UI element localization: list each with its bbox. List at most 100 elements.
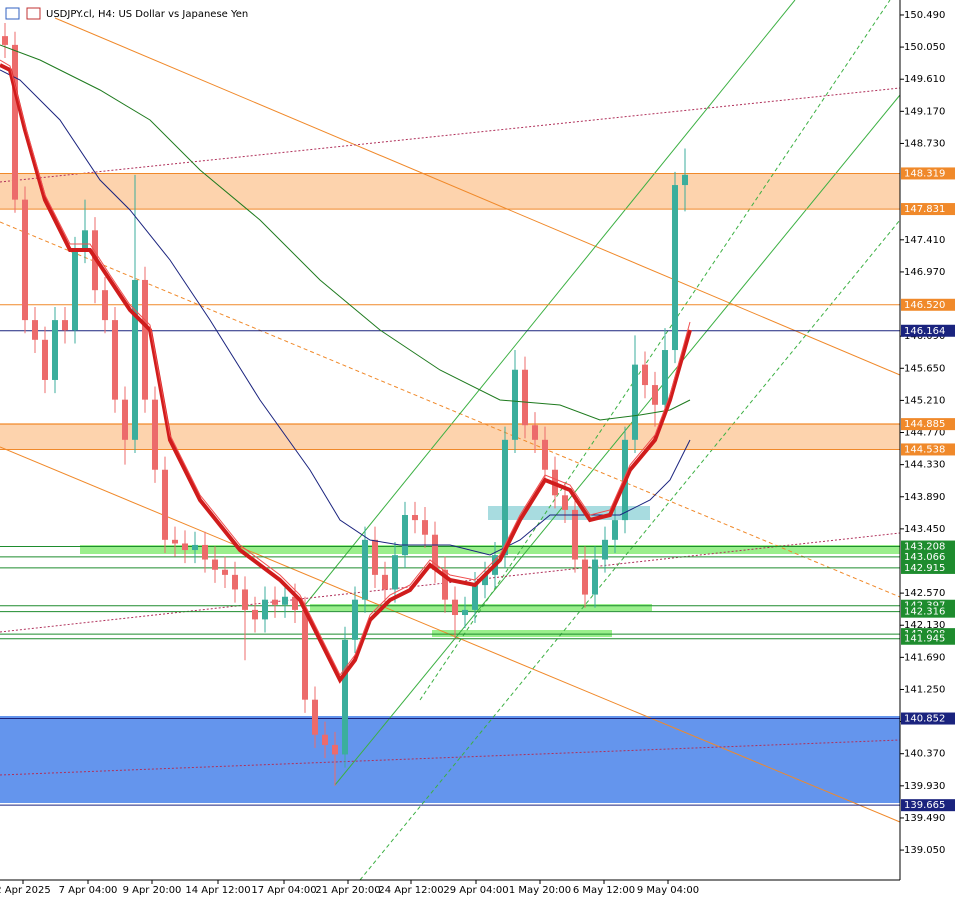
level-label: 143.066 (904, 552, 945, 563)
candle-body (362, 539, 368, 600)
candle-body (632, 364, 638, 440)
ma-slow (0, 44, 691, 421)
candle-body (582, 559, 588, 595)
candle-body (612, 520, 618, 540)
level-label: 143.208 (904, 542, 945, 553)
icon (26, 7, 41, 20)
candle-body (572, 509, 578, 560)
y-tick-label: 144.330 (904, 460, 945, 471)
level-label-box (901, 550, 955, 563)
candle-body (642, 364, 648, 386)
candle-body (412, 515, 418, 521)
level-label-box (901, 799, 955, 812)
candle-body (252, 609, 258, 620)
candle-body (542, 439, 548, 470)
candle-body (192, 544, 198, 551)
level-label-box (901, 540, 955, 553)
x-tick-label: 29 Apr 04:00 (443, 885, 508, 896)
level-label-box (901, 203, 955, 216)
candle-body (52, 320, 58, 380)
candle-body (342, 639, 348, 755)
candle-body (72, 250, 78, 331)
candle-body (372, 539, 378, 575)
candle-body (152, 399, 158, 470)
candle-body (42, 339, 48, 380)
support-zone (310, 604, 652, 611)
candle-body (652, 385, 658, 405)
y-tick-label: 147.410 (904, 235, 945, 246)
channel-line (334, 94, 901, 786)
level-label: 144.538 (904, 444, 945, 455)
x-tick-label: 17 Apr 04:00 (251, 885, 316, 896)
level-label: 139.665 (904, 800, 945, 811)
candle-body (672, 185, 678, 351)
candle-body (132, 279, 138, 440)
trend-line (0, 532, 901, 633)
candle-body (472, 585, 478, 610)
channel-line (304, 0, 796, 606)
y-tick-label: 142.570 (904, 588, 945, 599)
candle-body (102, 290, 108, 321)
y-tick-label: 143.890 (904, 492, 945, 503)
candle-body (122, 399, 128, 440)
level-label-box (901, 443, 955, 456)
candle-body (682, 174, 688, 186)
level-label-box (901, 712, 955, 725)
y-tick-label: 144.770 (904, 428, 945, 439)
candle-body (212, 559, 218, 570)
y-tick-label: 146.970 (904, 267, 945, 278)
y-tick-label: 139.050 (904, 845, 945, 856)
support-zone (432, 630, 612, 637)
level-label: 147.831 (904, 204, 945, 215)
level-label-box (901, 324, 955, 337)
header: USDJPY.cl, H4: US Dollar vs Japanese Yen (5, 7, 248, 20)
y-tick-label: 149.610 (904, 74, 945, 85)
trend-line (0, 87, 901, 183)
candle-body (12, 44, 18, 200)
x-tick-label: 6 May 12:00 (573, 885, 635, 896)
candle-body (442, 569, 448, 600)
candle-body (482, 574, 488, 586)
level-label: 141.945 (904, 634, 945, 645)
candle-body (402, 515, 408, 556)
candle-body (352, 599, 358, 640)
y-tick-label: 149.170 (904, 106, 945, 117)
icon (5, 7, 20, 20)
candle-body (562, 495, 568, 510)
candle-body (2, 36, 8, 45)
candle-body (282, 596, 288, 605)
x-tick-label: 9 May 04:00 (637, 885, 699, 896)
candle-body (292, 596, 298, 610)
candle-body (602, 539, 608, 560)
candle-body (222, 569, 228, 575)
x-tick-label: 14 Apr 12:00 (185, 885, 250, 896)
candle-body (242, 589, 248, 610)
candle-body (422, 520, 428, 535)
level-label: 146.520 (904, 300, 945, 311)
y-tick-label: 139.490 (904, 813, 945, 824)
candle-body (232, 574, 238, 590)
ma-ribbon (0, 63, 692, 684)
candle-body (522, 369, 528, 426)
candle-body (82, 230, 88, 251)
chart-title: USDJPY.cl, H4: US Dollar vs Japanese Yen (46, 9, 248, 20)
y-tick-label: 142.130 (904, 620, 945, 631)
y-tick-label: 140.370 (904, 749, 945, 760)
candle-body (182, 543, 188, 551)
y-tick-label: 145.210 (904, 395, 945, 406)
x-tick-label: 24 Apr 12:00 (378, 885, 443, 896)
candle-body (162, 469, 168, 540)
level-label: 148.319 (904, 168, 945, 179)
trend-line (0, 221, 901, 598)
candle-body (662, 350, 668, 405)
demand-zone (0, 716, 900, 803)
channel-line (359, 219, 901, 881)
level-label-box (901, 561, 955, 574)
level-label: 144.885 (904, 419, 945, 430)
support-zone (80, 545, 900, 554)
x-tick-label: 1 May 20:00 (509, 885, 571, 896)
candle-body (502, 439, 508, 556)
y-tick-label: 150.490 (904, 10, 945, 21)
level-label: 140.852 (904, 714, 945, 725)
candle-body (532, 425, 538, 440)
